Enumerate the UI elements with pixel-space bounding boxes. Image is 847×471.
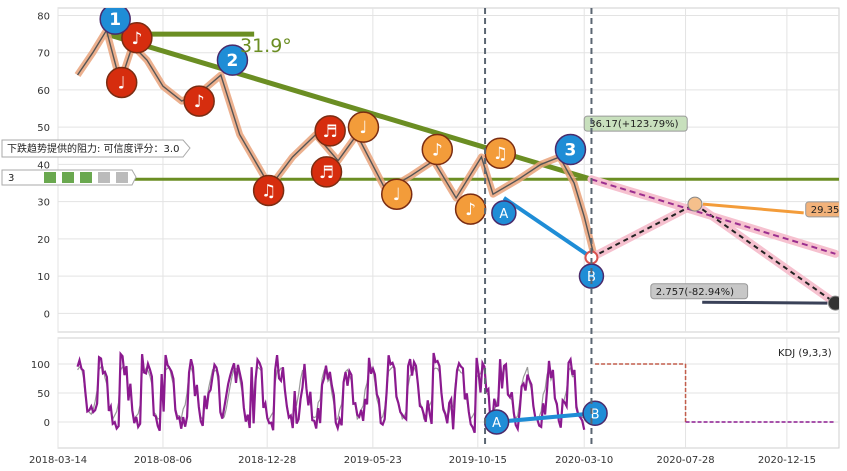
note-marker-glyph: ♪ <box>131 29 142 49</box>
projection-line-2 <box>694 203 836 304</box>
wave-ab-line <box>502 196 593 260</box>
price-y-tick: 30 <box>37 198 50 209</box>
price-y-tick: 80 <box>37 11 50 22</box>
note-marker-glyph: ♫ <box>261 181 276 201</box>
price-y-tick: 60 <box>37 86 50 97</box>
x-tick-label: 2020-07-28 <box>656 455 714 466</box>
wave-label-text: 1 <box>109 10 121 30</box>
kdj-layer: AB <box>76 351 836 435</box>
projection-line-3 <box>591 178 836 255</box>
wave-label-circle <box>491 200 517 226</box>
x-ticks: 2018-03-14 2018-08-06 2018-12-28 2019-05-23… <box>29 455 816 466</box>
price-y-tick: 40 <box>37 160 50 171</box>
rating-value: 3 <box>8 173 14 184</box>
note-marker <box>314 115 346 147</box>
note-marker-glyph: ♪ <box>465 200 476 220</box>
note-marker-glyph: ♩ <box>393 185 401 205</box>
note-marker-glyph: ♩ <box>118 73 126 93</box>
rating-icon-5 <box>116 172 128 183</box>
kdj-y-tick: 100 <box>31 360 50 371</box>
note-marker-glyph: ♪ <box>194 92 205 112</box>
kdj-y-tick: 50 <box>37 389 50 400</box>
x-tick-label: 2020-12-15 <box>758 455 816 466</box>
wave-label-text: 3 <box>565 141 577 161</box>
wave-label-circle <box>216 44 249 76</box>
price-panel <box>57 7 840 333</box>
x-tick-label: 2020-03-10 <box>555 455 613 466</box>
x-tick-label: 2018-12-28 <box>238 455 296 466</box>
kdj-y-tick: 0 <box>44 418 50 429</box>
kdj-y-ticks: 0 50 100 <box>31 360 50 429</box>
resistance-note-text: 下跌趋势提供的阻力: 可信度评分：3.0 <box>7 142 179 155</box>
projection-line-1 <box>590 203 696 259</box>
x-tick-label: 2018-03-14 <box>29 455 87 466</box>
projection-mid-point <box>687 196 703 212</box>
rating-icon-1 <box>44 172 56 183</box>
note-marker <box>380 178 413 210</box>
annotation-box <box>583 115 688 132</box>
price-y-tick: 0 <box>44 309 50 320</box>
kdj-wave-circle <box>582 400 608 427</box>
note-marker-glyph: ♬ <box>319 163 334 183</box>
annotation-text: 2.757(-82.94%) <box>656 287 734 298</box>
projection-end-point <box>827 295 839 311</box>
price-layer: ♪ ♩ ♪ ♫ ♬ ♬ ♩ ♩ ♪ ♪ ♫ 1 2 3 A B 36.17(+123.79%) 29.35(81.… <box>58 8 847 311</box>
wave-label-text: B <box>587 270 596 285</box>
note-marker-glyph: ♫ <box>493 144 508 164</box>
x-tick-label: 2019-05-23 <box>344 455 402 466</box>
rating-icon-4 <box>98 172 110 183</box>
x-tick-label: 2018-08-06 <box>134 455 192 466</box>
note-marker <box>310 156 343 188</box>
annotation-text: 29.35(81.60%) <box>811 205 847 216</box>
price-y-tick: 50 <box>37 123 50 134</box>
note-marker-glyph: ♬ <box>323 122 338 142</box>
arrow-to-end <box>702 300 828 305</box>
kdj-wave-letter: A <box>492 416 501 431</box>
resistance-note: 下跌趋势提供的阻力: 可信度评分：3.0 <box>1 139 191 158</box>
rating-row: 3 <box>1 169 137 186</box>
arrow-to-mid <box>702 202 804 215</box>
price-gridlines <box>57 8 839 332</box>
rating-icon-2 <box>62 172 74 183</box>
note-marker <box>105 66 138 99</box>
note-marker <box>421 133 454 166</box>
wave-label-circle <box>99 8 131 35</box>
kdj-line-k <box>76 351 586 434</box>
angle-label: 31.9° <box>240 35 292 57</box>
kdj-wave-letter: B <box>591 407 600 422</box>
price-y-tick: 10 <box>37 272 50 283</box>
annotation-box <box>650 283 749 300</box>
note-marker <box>121 22 153 54</box>
annotation-box <box>805 201 839 218</box>
price-y-tick: 70 <box>37 49 50 60</box>
kdj-legend: KDJ (9,3,3) <box>778 348 832 359</box>
wave-label-text: 2 <box>227 51 239 71</box>
note-marker-glyph: ♪ <box>432 141 443 161</box>
note-marker <box>183 85 215 117</box>
price-y-tick: 20 <box>37 235 50 246</box>
note-marker-glyph: ♩ <box>359 118 367 138</box>
note-marker <box>347 111 380 143</box>
wave-label-text: A <box>499 207 508 222</box>
x-tick-label: 2019-10-15 <box>449 455 507 466</box>
kdj-ab-line <box>496 411 596 424</box>
wave-label-circle <box>554 133 587 166</box>
note-marker <box>252 174 285 207</box>
rating-icon-3 <box>80 172 92 183</box>
annotation-text: 36.17(+123.79%) <box>589 119 678 130</box>
price-y-ticks: 0 10 20 30 40 50 60 70 80 <box>37 11 50 320</box>
